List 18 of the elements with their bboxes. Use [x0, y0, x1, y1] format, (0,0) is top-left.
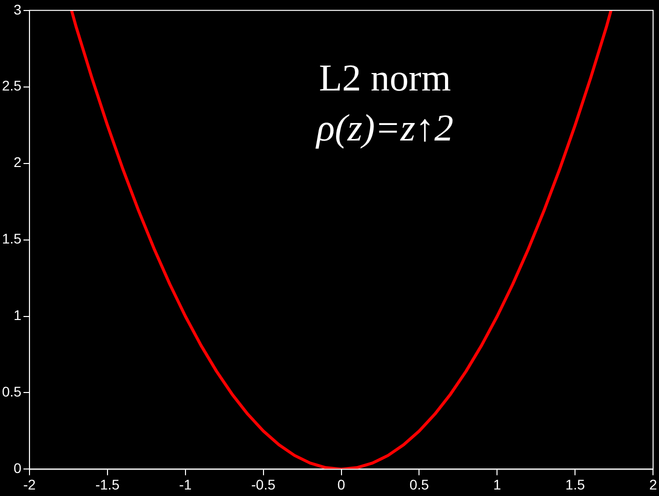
y-tick-label: 3 [14, 1, 22, 18]
y-tick-label: 2.5 [2, 78, 22, 94]
y-tick-label: 2 [14, 154, 22, 170]
x-tick-label: 1 [493, 476, 502, 492]
x-tick-label: -1 [179, 476, 192, 492]
x-tick-label: 1.5 [565, 476, 586, 492]
y-tick-label: 0 [14, 460, 22, 476]
x-tick-label: 0.5 [410, 476, 430, 492]
x-tick-label: -0.5 [251, 476, 276, 492]
y-tick-label: 0.5 [2, 384, 22, 400]
x-tick-label: 2 [649, 476, 658, 492]
annotation: ρ(z)=z↑2 [316, 107, 454, 150]
annotation: L2 norm [318, 57, 451, 100]
y-tick-label: 1 [14, 307, 22, 324]
x-tick-label: -1.5 [95, 476, 120, 492]
x-tick-label: 0 [337, 476, 346, 492]
x-tick-label: -2 [23, 476, 36, 492]
y-tick-label: 1.5 [2, 230, 22, 247]
